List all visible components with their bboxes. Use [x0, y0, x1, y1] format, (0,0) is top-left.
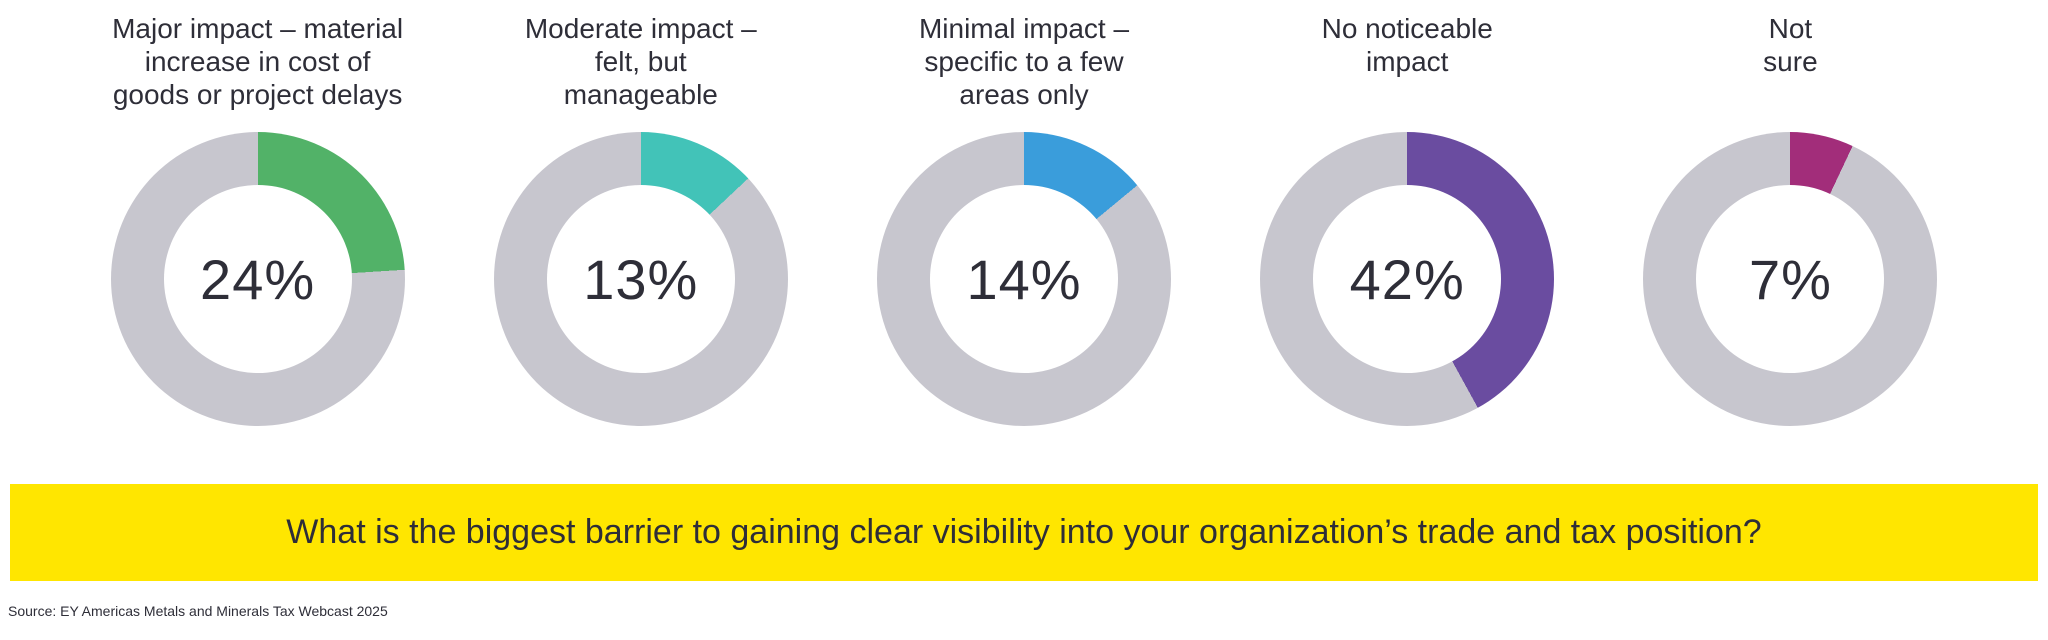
- donut-ring: 24%: [110, 132, 405, 426]
- donut-hole: 14%: [930, 185, 1118, 373]
- donut-value: 42%: [1349, 247, 1465, 311]
- donut-ring: 13%: [493, 132, 788, 426]
- donut-value: 14%: [966, 247, 1082, 311]
- donut-value: 24%: [200, 247, 316, 311]
- donut-hole: 13%: [546, 185, 735, 373]
- question-banner-text: What is the biggest barrier to gaining c…: [286, 513, 1762, 551]
- donut-ring: 14%: [877, 132, 1171, 426]
- donut-label: Minimal impact – specific to a few areas…: [918, 13, 1130, 111]
- source-note: Source: EY Americas Metals and Minerals …: [8, 603, 388, 619]
- donut-column-not-sure: Not sure 7%: [1599, 10, 1982, 426]
- donut-column-major-impact: Major impact – material increase in cost…: [66, 10, 449, 426]
- donut-value: 7%: [1748, 247, 1832, 311]
- donut-label: Major impact – material increase in cost…: [112, 13, 404, 111]
- donut-charts-row: Major impact – material increase in cost…: [0, 10, 2048, 426]
- donut-column-no-impact: No noticeable impact 42%: [1216, 10, 1599, 426]
- donut-label: No noticeable impact: [1321, 13, 1493, 78]
- donut-hole: 7%: [1696, 185, 1885, 373]
- donut-value: 13%: [583, 247, 699, 311]
- donut-label: Not sure: [1763, 13, 1818, 78]
- donut-hole: 24%: [163, 185, 352, 373]
- donut-ring: 7%: [1643, 132, 1938, 426]
- donut-hole: 42%: [1313, 185, 1502, 373]
- donut-label: Moderate impact – felt, but manageable: [524, 13, 757, 111]
- donut-column-minimal-impact: Minimal impact – specific to a few areas…: [832, 10, 1215, 426]
- donut-ring: 42%: [1260, 132, 1555, 426]
- donut-column-moderate-impact: Moderate impact – felt, but manageable 1…: [449, 10, 832, 426]
- question-banner: What is the biggest barrier to gaining c…: [10, 484, 2038, 581]
